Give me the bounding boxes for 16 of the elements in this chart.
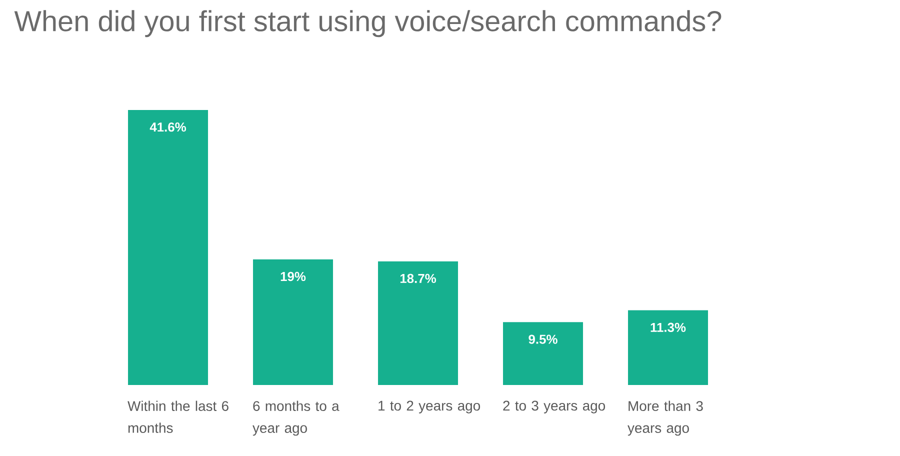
x-tick-label: 1 to 2 years ago [378, 400, 480, 414]
bar [128, 110, 208, 385]
data-label: 18.7% [400, 274, 436, 284]
bar [378, 261, 458, 385]
x-tick-label: 6 months to a year ago [252, 400, 340, 436]
bar [628, 310, 708, 385]
data-label: 19% [280, 272, 306, 282]
chart-title: When did you first start using voice/search commands? [14, 10, 722, 38]
x-tick-label: Within the last 6 months [128, 400, 228, 433]
data-label: 11.3% [650, 322, 686, 332]
x-tick-label: 2 to 3 years ago [503, 400, 606, 414]
x-tick-label: More than 3 years ago [628, 400, 703, 436]
bar [253, 259, 334, 385]
data-label: 41.6% [150, 122, 186, 132]
bar [503, 322, 584, 385]
data-label: 9.5% [528, 334, 558, 344]
